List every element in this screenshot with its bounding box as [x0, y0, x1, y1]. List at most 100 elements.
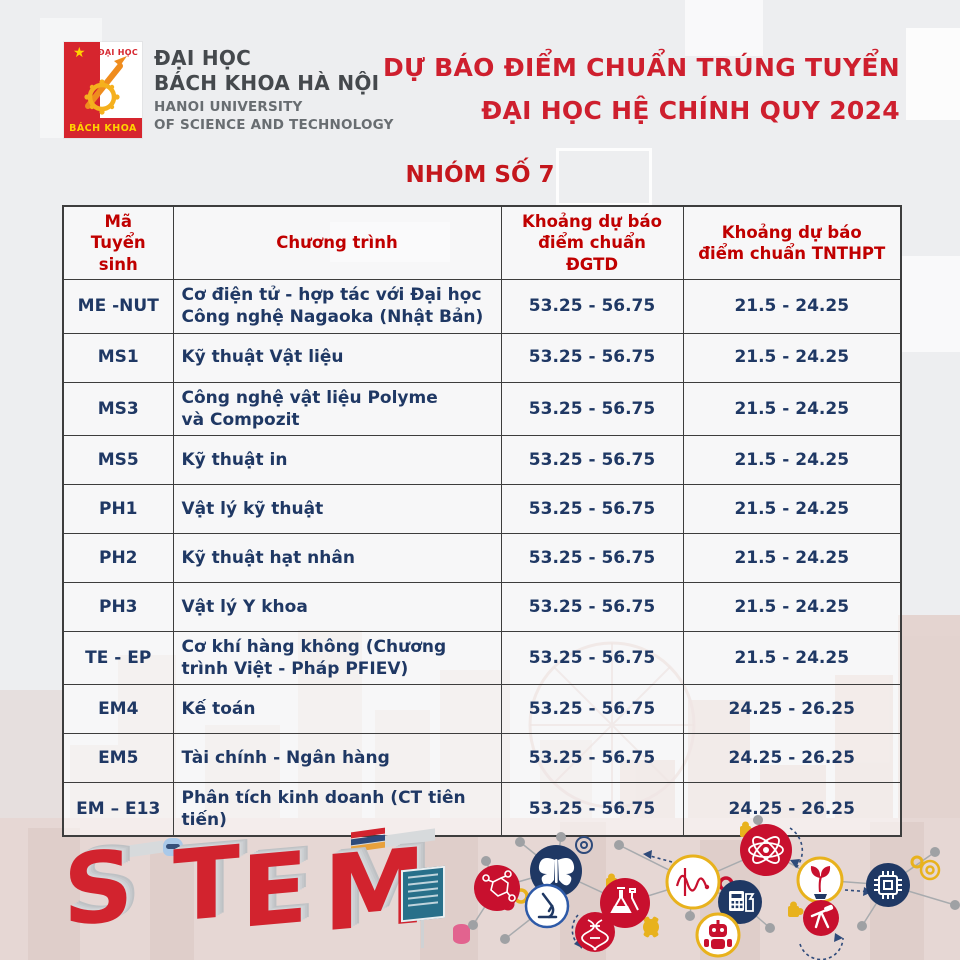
header-cell-code: Mã Tuyển sinh — [62, 205, 174, 281]
row-dgtd: 53.25 - 56.75 — [500, 381, 684, 436]
row-tnthpt: 21.5 - 24.25 — [682, 630, 902, 685]
row-dgtd: 53.25 - 56.75 — [500, 434, 684, 485]
table-row: PH3 Vật lý Y khoa 53.25 - 56.75 21.5 - 24.2… — [62, 581, 902, 632]
row-program: Phân tích kinh doanh (CT tiên tiến) — [172, 781, 502, 837]
robot-head-icon — [163, 838, 183, 856]
admission-table: Mã Tuyển sinh Chương trình Khoảng dự báo… — [62, 205, 902, 838]
background-block — [685, 0, 763, 56]
row-code: PH2 — [62, 532, 174, 583]
background-block — [556, 148, 652, 206]
blackboard-leg — [421, 920, 424, 948]
flask-icon — [600, 878, 650, 928]
row-program: Kỹ thuật Vật liệu — [172, 332, 502, 383]
row-code: TE - EP — [62, 630, 174, 685]
table-row: MS3 Công nghệ vật liệu Polyme và Compozit… — [62, 381, 902, 436]
hust-logo: ★ ĐẠI HỌC BÁCH KHOA — [64, 42, 142, 138]
gear-outline-icon — [575, 836, 593, 854]
logo-star-icon: ★ — [73, 45, 86, 61]
logo-top-label: ĐẠI HỌC — [97, 48, 138, 57]
row-code: ME -NUT — [62, 279, 174, 334]
row-dgtd: 53.25 - 56.75 — [500, 279, 684, 334]
row-tnthpt: 24.25 - 26.25 — [682, 781, 902, 837]
row-program: Kỹ thuật in — [172, 434, 502, 485]
table-row: MS5 Kỹ thuật in 53.25 - 56.75 21.5 - 24.25 — [62, 434, 902, 485]
gear-icon — [643, 916, 659, 938]
butterfly-icon — [530, 845, 582, 897]
table-row: EM4 Kế toán 53.25 - 56.75 24.25 - 26.25 — [62, 683, 902, 734]
logo-bottom-band: BÁCH KHOA — [64, 118, 142, 138]
microscope-icon — [524, 883, 570, 929]
row-tnthpt: 21.5 - 24.25 — [682, 483, 902, 534]
row-dgtd: 53.25 - 56.75 — [500, 630, 684, 685]
table-header-row: Mã Tuyển sinh Chương trình Khoảng dự báo… — [62, 205, 902, 281]
atom-icon — [740, 824, 792, 876]
row-tnthpt: 21.5 - 24.25 — [682, 279, 902, 334]
page-title: DỰ BÁO ĐIỂM CHUẨN TRÚNG TUYỂN ĐẠI HỌC HỆ… — [383, 46, 900, 132]
table-row: PH1 Vật lý kỹ thuật 53.25 - 56.75 21.5 - 24… — [62, 483, 902, 534]
row-code: MS3 — [62, 381, 174, 436]
row-dgtd: 53.25 - 56.75 — [500, 483, 684, 534]
table-body: ME -NUT Cơ điện tử - hợp tác với Đại học … — [62, 279, 902, 837]
row-dgtd: 53.25 - 56.75 — [500, 581, 684, 632]
donut-icon — [910, 855, 924, 869]
university-name-en-line1: HANOI UNIVERSITY — [154, 99, 303, 115]
row-tnthpt: 21.5 - 24.25 — [682, 332, 902, 383]
row-dgtd: 53.25 - 56.75 — [500, 332, 684, 383]
background-block — [902, 256, 960, 352]
university-name-en-line2: OF SCIENCE AND TECHNOLOGY — [154, 117, 394, 133]
group-title: NHÓM SỐ 7 — [405, 162, 555, 188]
row-tnthpt: 21.5 - 24.25 — [682, 581, 902, 632]
stem-letter-t: T — [173, 825, 240, 945]
table-row: TE - EP Cơ khí hàng không (Chương trình V… — [62, 630, 902, 685]
table-row: MS1 Kỹ thuật Vật liệu 53.25 - 56.75 21.5 - … — [62, 332, 902, 383]
row-tnthpt: 24.25 - 26.25 — [682, 683, 902, 734]
row-tnthpt: 21.5 - 24.25 — [682, 532, 902, 583]
row-program: Công nghệ vật liệu Polyme và Compozit — [172, 381, 502, 436]
row-code: EM4 — [62, 683, 174, 734]
telescope-icon — [803, 900, 839, 936]
science-icon-network — [468, 815, 960, 960]
row-program: Vật lý kỹ thuật — [172, 483, 502, 534]
row-code: MS5 — [62, 434, 174, 485]
background-block — [906, 28, 960, 120]
row-program: Kế toán — [172, 683, 502, 734]
chip-icon — [866, 863, 910, 907]
header-cell-program: Chương trình — [172, 205, 502, 281]
row-dgtd: 53.25 - 56.75 — [500, 781, 684, 837]
header-cell-tnthpt: Khoảng dự báo điểm chuẩn TNTHPT — [682, 205, 902, 281]
row-program: Kỹ thuật hạt nhân — [172, 532, 502, 583]
row-code: PH3 — [62, 581, 174, 632]
dna-icon — [575, 912, 615, 952]
calculator-icon — [718, 880, 762, 924]
page-title-line1: DỰ BÁO ĐIỂM CHUẨN TRÚNG TUYỂN — [382, 53, 900, 82]
row-dgtd: 53.25 - 56.75 — [500, 732, 684, 783]
university-name: ĐẠI HỌC BÁCH KHOA HÀ NỘI HANOI UNIVERSIT… — [154, 46, 394, 134]
page-title-line2: ĐẠI HỌC HỆ CHÍNH QUY 2024 — [481, 96, 900, 125]
table-row: EM5 Tài chính - Ngân hàng 53.25 - 56.75 24.… — [62, 732, 902, 783]
pink-cylinder-icon — [453, 924, 470, 944]
logo-bottom-label: BÁCH KHOA — [69, 122, 137, 134]
row-code: MS1 — [62, 332, 174, 383]
molecule-icon — [474, 865, 520, 911]
row-program: Cơ điện tử - hợp tác với Đại học Công ng… — [172, 279, 502, 334]
row-tnthpt: 21.5 - 24.25 — [682, 381, 902, 436]
table-row: EM – E13 Phân tích kinh doanh (CT tiên ti… — [62, 781, 902, 837]
row-code: EM – E13 — [62, 781, 174, 837]
row-tnthpt: 24.25 - 26.25 — [682, 732, 902, 783]
stem-letter-e: E — [241, 831, 308, 951]
table-row: PH2 Kỹ thuật hạt nhân 53.25 - 56.75 21.5 - … — [62, 532, 902, 583]
header-cell-dgtd: Khoảng dự báo điểm chuẩn ĐGTD — [500, 205, 684, 281]
blackboard-icon — [401, 865, 445, 923]
plant-icon — [796, 856, 844, 904]
row-program: Tài chính - Ngân hàng — [172, 732, 502, 783]
stem-decoration: S T E M — [55, 824, 485, 956]
row-code: EM5 — [62, 732, 174, 783]
gear-outline-icon — [919, 859, 941, 881]
university-name-vi-line1: ĐẠI HỌC — [154, 46, 252, 70]
row-tnthpt: 21.5 - 24.25 — [682, 434, 902, 485]
sine-wave-icon — [665, 854, 721, 910]
table-row: ME -NUT Cơ điện tử - hợp tác với Đại học … — [62, 279, 902, 334]
logo-compass-icon — [84, 56, 127, 115]
row-dgtd: 53.25 - 56.75 — [500, 532, 684, 583]
